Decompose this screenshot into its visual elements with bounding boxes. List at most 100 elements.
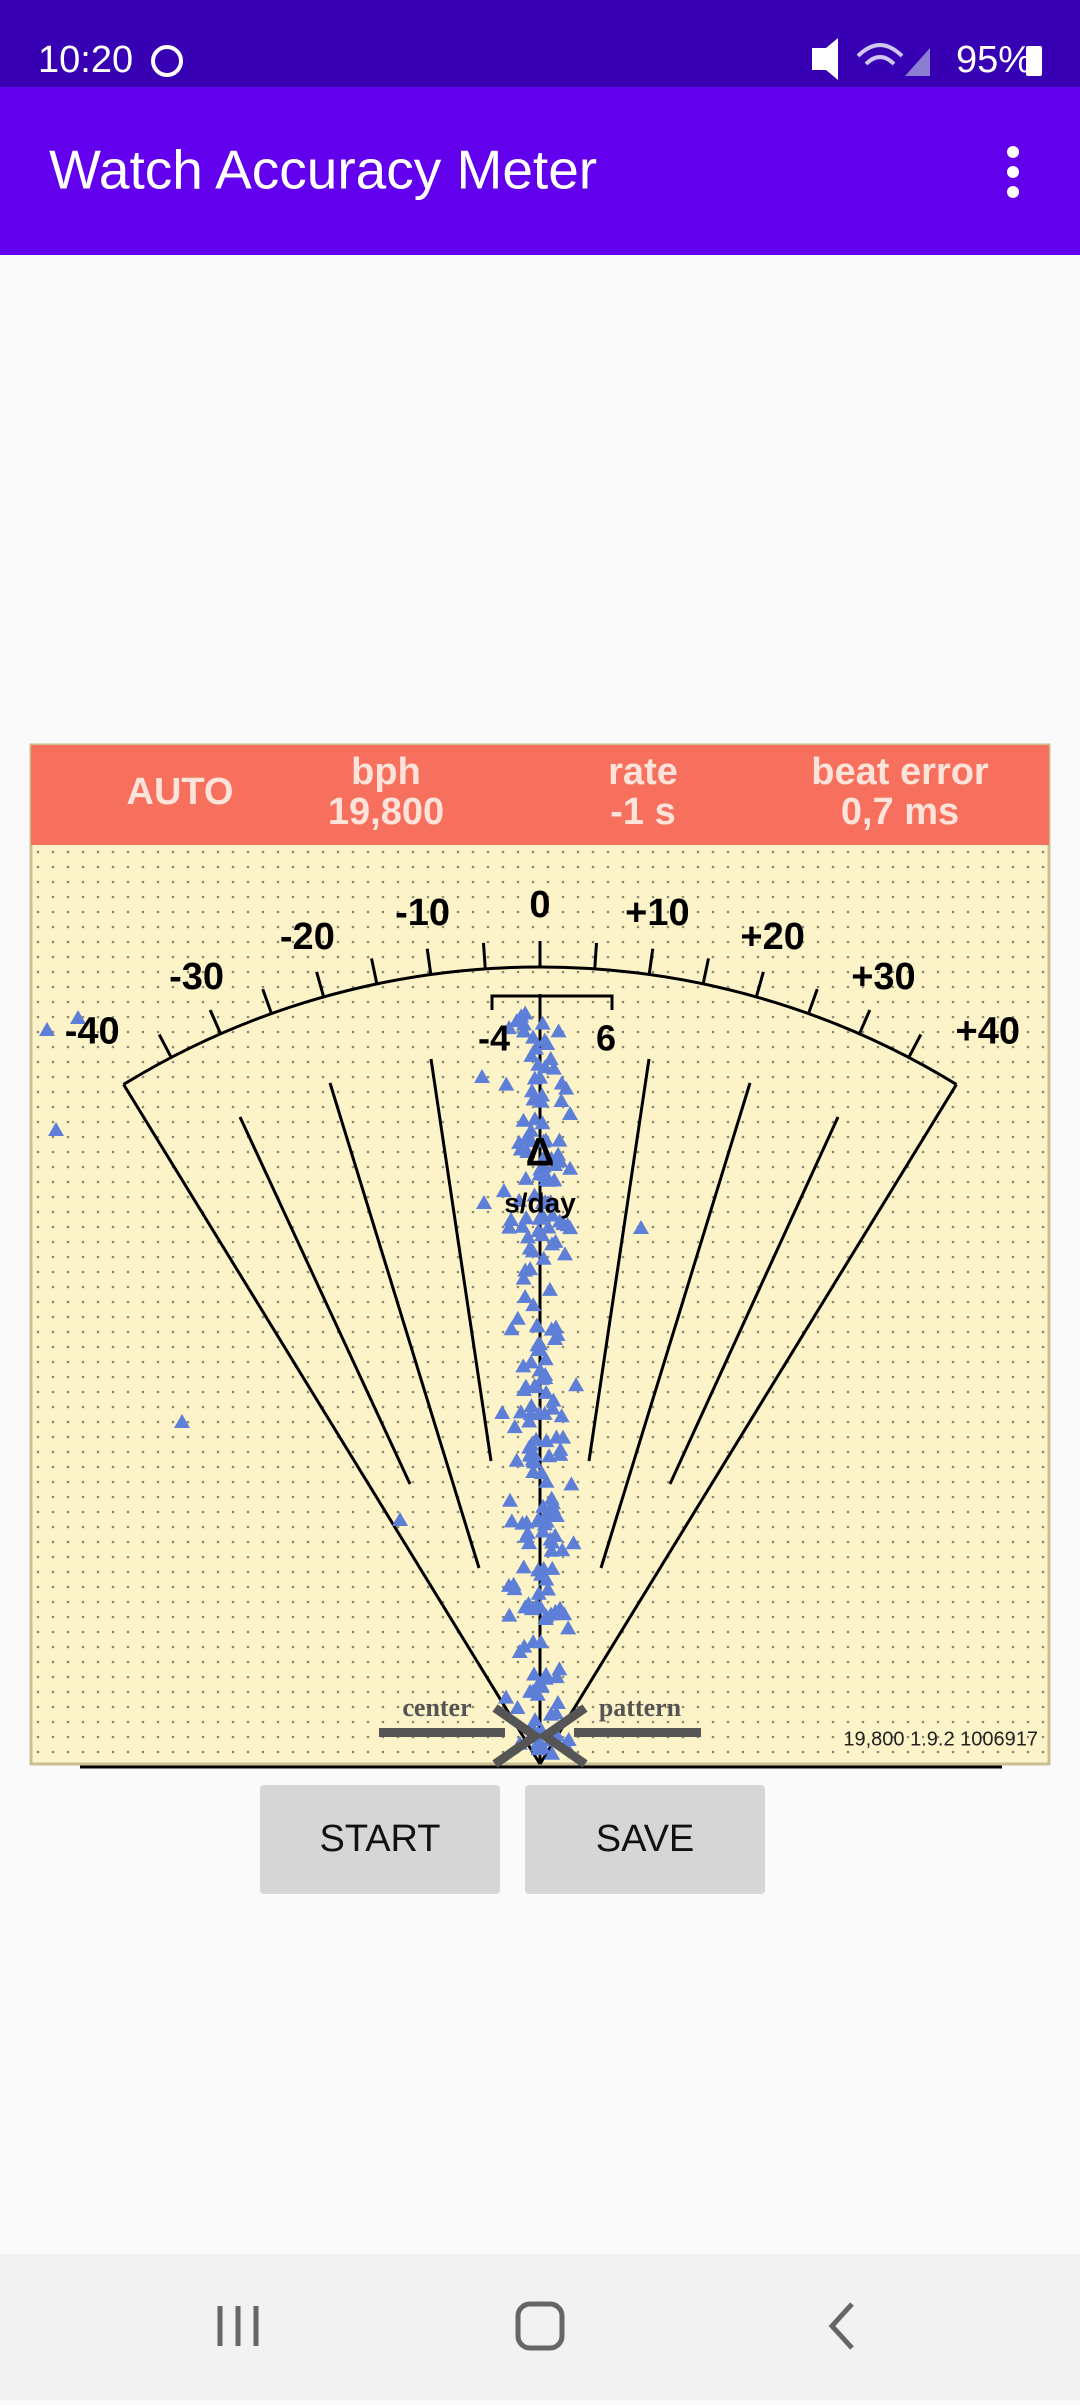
beat-marker [498, 1076, 515, 1091]
beat-marker [563, 1476, 580, 1491]
beat-marker [523, 1354, 540, 1369]
beat-marker [529, 1677, 546, 1692]
beat-marker [559, 1217, 576, 1232]
beat-marker [538, 1171, 555, 1186]
scale-tick [425, 948, 433, 975]
beat-marker [530, 1341, 547, 1356]
scale-label: +30 [851, 956, 915, 998]
guide-line [599, 1082, 752, 1569]
beat-marker [633, 1220, 649, 1234]
beat-marker [541, 1281, 558, 1296]
rate-label: rate [608, 751, 678, 793]
beat-marker [519, 1525, 536, 1540]
guide-line [429, 1058, 493, 1462]
beat-marker [523, 1047, 540, 1062]
button-bg[interactable] [525, 1785, 765, 1894]
scale-label: 0 [529, 884, 550, 926]
beat-marker [525, 1091, 542, 1106]
beat-marker [517, 1005, 534, 1020]
beat-marker [535, 1158, 552, 1173]
scale-label: +20 [740, 916, 804, 958]
beat-marker [528, 1317, 545, 1332]
back-button[interactable] [828, 2302, 854, 2350]
beat-marker [48, 1122, 64, 1136]
start-button[interactable]: START [260, 1785, 500, 1894]
beat-marker [515, 1270, 532, 1285]
scale-tick [593, 942, 599, 969]
beat-marker [522, 1406, 539, 1421]
menu-dot[interactable] [1007, 166, 1019, 178]
app-bar [0, 87, 1080, 255]
beat-marker [521, 1439, 538, 1454]
scale-tick [208, 1009, 222, 1035]
menu-dot[interactable] [1007, 186, 1019, 198]
delta-symbol: Δ [526, 1131, 555, 1175]
beat-marker [512, 1141, 529, 1156]
beat-marker [531, 1210, 548, 1225]
beat-marker [545, 1060, 562, 1075]
beat-marker [532, 1634, 549, 1649]
scale-tick [907, 1033, 923, 1059]
pattern-bar [574, 1728, 701, 1737]
beat-marker [521, 1535, 538, 1550]
beat-marker [522, 1683, 539, 1698]
scale-tick [647, 948, 655, 975]
beat-marker [494, 1405, 511, 1420]
beat-marker [551, 1132, 568, 1147]
beat-marker [534, 1015, 551, 1030]
app-title: Watch Accuracy Meter [49, 139, 597, 201]
beat-marker [544, 1400, 561, 1415]
beat-marker [517, 1170, 534, 1185]
button-label[interactable]: SAVE [596, 1818, 695, 1860]
beat-marker [545, 1392, 562, 1407]
scale-tick [754, 971, 765, 998]
beat-marker [534, 1523, 551, 1538]
beat-marker [509, 1699, 526, 1714]
scale-tick [807, 988, 819, 1015]
beat-marker [535, 1250, 552, 1265]
beat-marker [551, 1661, 568, 1676]
beat-marker [501, 1607, 518, 1622]
menu-dot[interactable] [1007, 146, 1019, 158]
beat-marker [526, 1187, 543, 1202]
beat-marker [528, 1431, 545, 1446]
beat-marker [529, 1737, 546, 1752]
beat-marker [553, 1093, 570, 1108]
beat-marker [547, 1319, 564, 1334]
beat-marker [505, 1576, 522, 1591]
home-button[interactable] [515, 2301, 565, 2351]
center-chevrons [492, 1704, 588, 1768]
button-label[interactable]: START [319, 1818, 440, 1860]
beat-marker [511, 1134, 528, 1149]
beat-marker [495, 1183, 512, 1198]
recents-button[interactable] [217, 2306, 259, 2346]
beat-marker [525, 1450, 542, 1465]
scale-tick [701, 958, 710, 985]
beat-marker [523, 1083, 540, 1098]
outer-line [538, 1083, 958, 1765]
overflow-menu[interactable] [1007, 146, 1019, 198]
scale-label: -20 [280, 916, 335, 958]
battery-icon [1026, 46, 1042, 76]
save-button[interactable]: SAVE [525, 1785, 765, 1894]
beat-marker [503, 1321, 520, 1336]
beat-marker [503, 1513, 520, 1528]
beat-marker [498, 1689, 515, 1704]
outer-line [122, 1083, 542, 1765]
beat-marker [560, 1620, 577, 1635]
beat-error-value: 0,7 ms [841, 791, 959, 833]
beat-marker [527, 1040, 544, 1055]
button-bg[interactable] [260, 1785, 500, 1894]
beat-marker [523, 1133, 540, 1148]
beat-marker [562, 1106, 579, 1121]
beat-marker [174, 1414, 190, 1428]
beat-marker [508, 1013, 525, 1028]
beat-marker [537, 1351, 554, 1366]
window-label: -4 [478, 1018, 510, 1059]
scale-tick [315, 971, 326, 998]
beat-marker [553, 1408, 570, 1423]
scale-tick [858, 1009, 872, 1035]
beat-marker [554, 1542, 571, 1557]
beat-marker [534, 1115, 551, 1130]
beat-marker [518, 1210, 535, 1225]
